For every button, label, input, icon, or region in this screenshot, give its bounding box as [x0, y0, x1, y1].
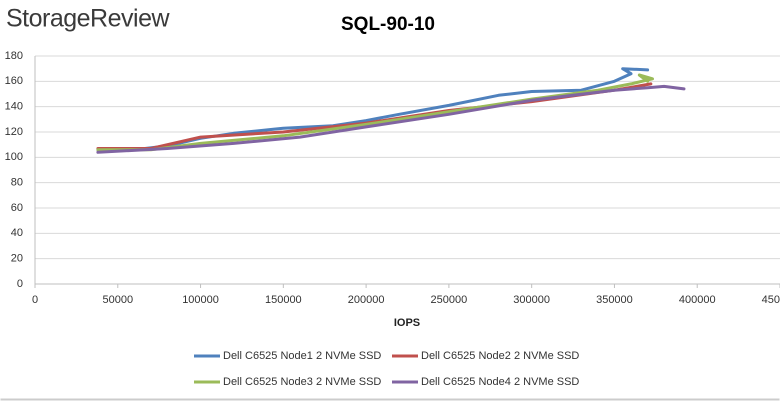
x-tick-label: 0 [32, 294, 38, 306]
series-line [96, 84, 686, 154]
x-tick-label: 200000 [348, 294, 385, 306]
brand-logo: StorageReview [6, 5, 170, 33]
y-tick-label: 160 [5, 75, 23, 87]
y-tick-label: 60 [11, 202, 23, 214]
legend-label: Dell C6525 Node2 2 NVMe SSD [421, 350, 579, 362]
x-tick-label: 300000 [513, 294, 550, 306]
legend-label: Dell C6525 Node1 2 NVMe SSD [223, 350, 381, 362]
y-tick-label: 180 [5, 50, 23, 62]
legend-label: Dell C6525 Node3 2 NVMe SSD [223, 376, 381, 388]
x-tick-label: 50000 [102, 294, 133, 306]
x-tick-label: 250000 [431, 294, 468, 306]
bottom-border [0, 398, 780, 401]
y-tick-label: 0 [17, 278, 23, 290]
y-tick-label: 40 [11, 227, 23, 239]
chart-title: SQL-90-10 [341, 14, 435, 35]
legend-label: Dell C6525 Node4 2 NVMe SSD [421, 376, 579, 388]
series-line [96, 73, 654, 152]
x-tick-label: 100000 [182, 294, 219, 306]
y-tick-label: 20 [11, 253, 23, 265]
x-axis-label: IOPS [394, 317, 420, 329]
x-tick-label: 400000 [679, 294, 716, 306]
x-tick-label: 150000 [265, 294, 302, 306]
y-tick-label: 140 [5, 101, 23, 113]
y-tick-label: 100 [5, 151, 23, 163]
x-tick-label: 350000 [596, 294, 633, 306]
x-tick-label: 450000 [762, 294, 780, 306]
y-tick-label: 80 [11, 177, 23, 189]
y-tick-label: 120 [5, 126, 23, 138]
